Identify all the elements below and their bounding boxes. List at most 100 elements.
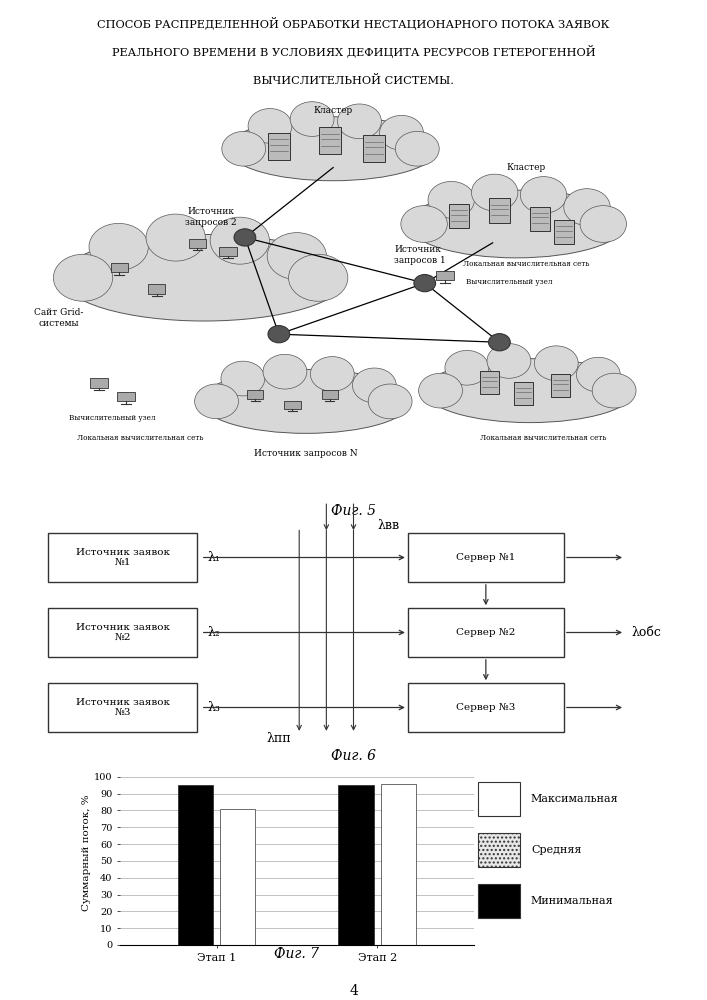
Ellipse shape [408, 190, 625, 258]
Text: Средняя: Средняя [531, 845, 581, 855]
Circle shape [580, 206, 626, 242]
Text: λ₂: λ₂ [208, 626, 221, 639]
Text: 4: 4 [349, 984, 358, 998]
Bar [117, 392, 135, 401]
Circle shape [428, 181, 474, 218]
Bar [322, 390, 338, 399]
Text: Локальная вычислительная сеть: Локальная вычислительная сеть [463, 260, 590, 268]
Circle shape [194, 384, 238, 419]
Bar [111, 263, 128, 272]
Bar [436, 271, 454, 280]
Text: Минимальная: Минимальная [531, 896, 614, 906]
Circle shape [268, 326, 290, 343]
Circle shape [310, 357, 354, 391]
Circle shape [288, 254, 348, 301]
Text: Локальная вычислительная сеть: Локальная вычислительная сеть [480, 434, 607, 442]
Bar [448, 204, 469, 228]
Circle shape [353, 368, 397, 403]
Circle shape [368, 384, 412, 419]
Ellipse shape [201, 369, 411, 433]
Circle shape [290, 102, 334, 136]
Bar [90, 378, 107, 388]
Text: СПОСОБ РАСПРЕДЕЛЕННОЙ ОБРАБОТКИ НЕСТАЦИОНАРНОГО ПОТОКА ЗАЯВОК: СПОСОБ РАСПРЕДЕЛЕННОЙ ОБРАБОТКИ НЕСТАЦИО… [98, 16, 609, 29]
Ellipse shape [228, 117, 438, 181]
FancyBboxPatch shape [48, 683, 197, 732]
Circle shape [222, 131, 266, 166]
Circle shape [576, 357, 620, 392]
Text: Сайт Grid-
системы: Сайт Grid- системы [33, 308, 83, 328]
Text: Сервер №3: Сервер №3 [456, 703, 515, 712]
Text: Источник запросов N: Источник запросов N [255, 449, 358, 458]
Circle shape [89, 223, 148, 270]
Bar [554, 220, 574, 244]
Circle shape [248, 109, 292, 143]
Circle shape [221, 361, 265, 396]
Bar [339, 785, 374, 945]
Text: РЕАЛЬНОГО ВРЕМЕНИ В УСЛОВИЯХ ДЕФИЦИТА РЕСУРСОВ ГЕТЕРОГЕННОЙ: РЕАЛЬНОГО ВРЕМЕНИ В УСЛОВИЯХ ДЕФИЦИТА РЕ… [112, 45, 595, 58]
Bar [381, 784, 416, 945]
Bar [478, 884, 520, 918]
Bar [219, 247, 237, 256]
FancyBboxPatch shape [408, 683, 564, 732]
Text: λпп: λпп [267, 732, 291, 745]
Ellipse shape [62, 234, 346, 321]
FancyBboxPatch shape [408, 608, 564, 657]
Text: Сервер №2: Сервер №2 [456, 628, 515, 637]
Circle shape [53, 254, 112, 301]
Text: Вычислительный узел: Вычислительный узел [69, 414, 156, 422]
Bar [247, 390, 263, 399]
Text: ВЫЧИСЛИТЕЛЬНОЙ СИСТЕМЫ.: ВЫЧИСЛИТЕЛЬНОЙ СИСТЕМЫ. [253, 75, 454, 86]
Circle shape [489, 334, 510, 351]
Circle shape [234, 229, 256, 246]
Bar [478, 833, 520, 867]
Text: Фиг. 6: Фиг. 6 [331, 749, 376, 763]
Y-axis label: Суммарный поток, %: Суммарный поток, % [82, 794, 91, 911]
Circle shape [472, 174, 518, 211]
Bar [189, 239, 206, 248]
Circle shape [263, 354, 307, 389]
Text: Кластер: Кластер [313, 106, 353, 115]
Text: Фиг. 7: Фиг. 7 [274, 946, 320, 960]
Text: Источник
запросов 1: Источник запросов 1 [395, 245, 446, 265]
Bar [177, 785, 213, 945]
Circle shape [419, 373, 462, 408]
Bar [530, 207, 550, 231]
Circle shape [520, 177, 567, 213]
Text: Максимальная: Максимальная [531, 794, 619, 804]
Text: Фиг. 5: Фиг. 5 [331, 504, 376, 518]
Bar [319, 127, 341, 154]
Circle shape [395, 131, 439, 166]
Text: Сервер №1: Сервер №1 [456, 553, 515, 562]
Bar [268, 133, 290, 159]
Circle shape [146, 214, 205, 261]
Text: Источник
запросов 2: Источник запросов 2 [185, 207, 237, 227]
Text: Источник заявок
№1: Источник заявок №1 [76, 548, 170, 567]
Text: λобс: λобс [632, 626, 662, 639]
Bar [514, 382, 532, 405]
Bar [148, 284, 165, 294]
FancyBboxPatch shape [48, 533, 197, 582]
Circle shape [534, 346, 578, 381]
Text: Вычислительный узел: Вычислительный узел [467, 278, 553, 286]
Text: Источник заявок
№3: Источник заявок №3 [76, 698, 170, 717]
Circle shape [210, 217, 269, 264]
Circle shape [414, 275, 436, 292]
FancyBboxPatch shape [48, 608, 197, 657]
Text: λ₁: λ₁ [208, 551, 221, 564]
Bar [480, 371, 498, 394]
Circle shape [267, 233, 327, 280]
Text: Кластер: Кластер [507, 163, 547, 172]
Circle shape [337, 104, 381, 139]
Circle shape [592, 373, 636, 408]
Text: λвв: λвв [378, 519, 399, 532]
Bar [551, 374, 570, 397]
Bar [489, 198, 510, 223]
Circle shape [487, 344, 531, 378]
Circle shape [445, 350, 489, 385]
Circle shape [380, 115, 423, 150]
Circle shape [563, 189, 610, 225]
Circle shape [401, 206, 448, 242]
Text: Локальная вычислительная сеть: Локальная вычислительная сеть [76, 434, 203, 442]
Text: Источник заявок
№2: Источник заявок №2 [76, 623, 170, 642]
Bar [220, 809, 255, 945]
